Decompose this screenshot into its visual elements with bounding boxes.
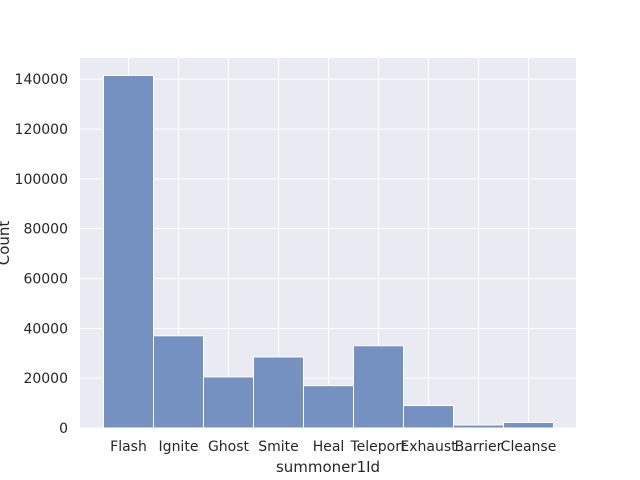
x-tick-label: Smite: [258, 439, 299, 455]
bar-heal: [303, 385, 354, 429]
y-tick-label: 0: [59, 421, 68, 437]
y-tick-label: 60000: [23, 272, 68, 288]
x-tick-label: Exhaust: [400, 439, 457, 455]
x-tick-label: Barrier: [455, 439, 503, 455]
y-tick-labels: 0 20000 40000 60000 80000 100000 120000 140000: [15, 72, 68, 437]
x-axis-label: summoner1Id: [276, 458, 380, 476]
x-tick-labels: Flash Ignite Ghost Smite Heal TeleportExhaust…: [110, 439, 556, 455]
y-axis-label: Count: [0, 221, 13, 266]
bar-teleport: [353, 345, 404, 429]
y-tick-label: 120000: [15, 122, 68, 138]
bar-smite: [253, 356, 304, 429]
y-tick-label: 20000: [23, 371, 68, 387]
bar-ghost: [203, 376, 254, 429]
y-tick-label: 140000: [15, 72, 68, 88]
y-tick-label: 100000: [15, 172, 68, 188]
bar-flash: [103, 74, 154, 429]
x-tick-label: Ignite: [159, 439, 199, 455]
x-tick-label: Cleanse: [501, 439, 557, 455]
x-tick-label: Heal: [313, 439, 345, 455]
bars: [103, 74, 554, 429]
y-tick-label: 80000: [23, 222, 68, 238]
bar-cleanse: [503, 422, 554, 429]
x-tick-label: Ghost: [208, 439, 250, 455]
y-tick-label: 40000: [23, 321, 68, 337]
x-tick-label: Flash: [110, 439, 147, 455]
bar-ignite: [153, 335, 204, 429]
x-tick-label: Teleport: [350, 439, 407, 455]
bar-exhaust: [403, 405, 454, 429]
bar-barrier: [453, 424, 504, 429]
